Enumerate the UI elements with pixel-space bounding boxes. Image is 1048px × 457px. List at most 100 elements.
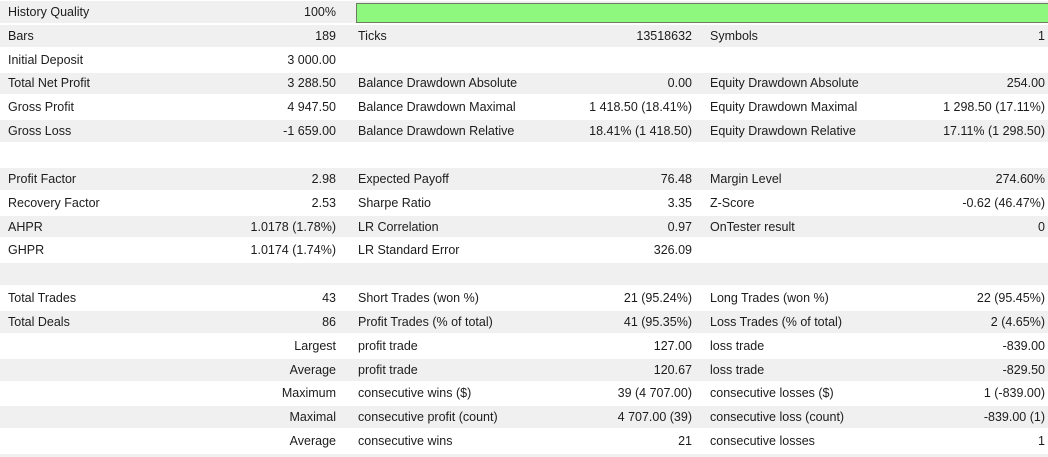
metric-label: Recovery Factor (8, 195, 100, 210)
metric-label: Gross Loss (8, 124, 72, 139)
metric-value: 1.0178 (1.78%) (250, 219, 336, 234)
metric-value: 2.98 (311, 171, 336, 186)
metric-value: 1 (1038, 28, 1045, 43)
table-row: GHPR 1.0174 (1.74%) LR Standard Error 326.0… (0, 238, 1048, 262)
metric-label: GHPR (8, 243, 45, 258)
metric-value: 0 (1038, 219, 1045, 234)
metric-value: 3 288.50 (287, 76, 336, 91)
metric-value: Average (289, 362, 336, 377)
metric-value: 1 298.50 (17.11%) (943, 100, 1045, 115)
metric-value: 0.97 (667, 219, 692, 234)
table-row: Maximal consecutive profit (count) 4 707.0… (0, 405, 1048, 430)
table-row: Bars 189 Ticks 13518632 Symbols 1 (0, 23, 1048, 48)
metric-label: consecutive losses ($) (710, 386, 834, 401)
table-row: Total Trades 43 Short Trades (won %) 21 (95… (0, 286, 1048, 310)
table-row: Profit Factor 2.98 Expected Payoff 76.48 Mar… (0, 166, 1048, 191)
history-quality-bar (356, 3, 1048, 23)
metric-label: consecutive wins ($) (358, 386, 472, 401)
metric-value: Maximum (281, 386, 336, 401)
metric-label: Short Trades (won %) (358, 291, 479, 306)
metric-label: Ticks (358, 28, 387, 43)
table-row: Total Deals 86 Profit Trades (% of total) 4… (0, 309, 1048, 334)
table-row: History Quality 100% (0, 0, 1048, 24)
metric-label: LR Standard Error (358, 243, 460, 258)
table-row: Recovery Factor 2.53 Sharpe Ratio 3.35 Z-Sco… (0, 191, 1048, 215)
metric-label: Long Trades (won %) (710, 291, 829, 306)
metric-label: Total Deals (8, 314, 70, 329)
metric-value: 86 (322, 314, 336, 329)
metric-label: Equity Drawdown Absolute (710, 76, 859, 91)
metric-label: Total Trades (8, 291, 77, 306)
metric-value: -1 659.00 (283, 124, 336, 139)
metric-label: Margin Level (710, 171, 782, 186)
metric-label: Balance Drawdown Relative (358, 124, 515, 139)
metric-label: profit trade (358, 362, 418, 377)
table-row: Gross Loss -1 659.00 Balance Drawdown Rela… (0, 119, 1048, 144)
metric-value: -829.50 (1002, 362, 1045, 377)
table-row: Average profit trade 120.67 loss trade -829.… (0, 357, 1048, 382)
metric-value: 2 (4.65%) (990, 314, 1045, 329)
metric-value: Largest (294, 338, 336, 353)
metric-value: 326.09 (653, 243, 692, 258)
table-row (0, 262, 1048, 287)
metric-value: 120.67 (653, 362, 692, 377)
metric-value: 4 707.00 (39) (617, 410, 692, 425)
metric-label: Balance Drawdown Absolute (358, 76, 518, 91)
metric-value: 1 (-839.00) (983, 386, 1045, 401)
metric-label: loss trade (710, 338, 765, 353)
table-row: Total Net Profit 3 288.50 Balance Drawdown… (0, 71, 1048, 96)
metric-value: 1 (1038, 434, 1045, 449)
metric-value: 22 (95.45%) (976, 291, 1045, 306)
metric-value: -839.00 (1002, 338, 1045, 353)
metric-label: OnTester result (710, 219, 795, 234)
metric-label: Total Net Profit (8, 76, 90, 91)
metric-value: 17.11% (1 298.50) (943, 124, 1045, 139)
metric-value: 0.00 (667, 76, 692, 91)
metric-value: 41 (95.35%) (623, 314, 692, 329)
metric-label: Symbols (710, 28, 758, 43)
metric-value: 18.41% (1 418.50) (589, 124, 692, 139)
metric-label: Loss Trades (% of total) (710, 314, 843, 329)
metric-value: 254.00 (1006, 76, 1045, 91)
metric-label: Balance Drawdown Maximal (358, 100, 516, 115)
table-row: Initial Deposit 3 000.00 (0, 48, 1048, 72)
metric-label: LR Correlation (358, 219, 439, 234)
metric-label: consecutive losses (710, 434, 815, 449)
table-row: Average consecutive wins 21 consecutive los… (0, 429, 1048, 453)
metric-label: Expected Payoff (358, 171, 449, 186)
metric-label: Equity Drawdown Relative (710, 124, 856, 139)
metric-value: 274.60% (995, 171, 1045, 186)
table-row (0, 143, 1048, 167)
metric-value: 76.48 (660, 171, 692, 186)
metric-value: 21 (95.24%) (623, 291, 692, 306)
table-row: AHPR 1.0178 (1.78%) LR Correlation 0.97 OnTe… (0, 214, 1048, 239)
table-row (0, 453, 1048, 457)
metric-value: 1.0174 (1.74%) (250, 243, 336, 258)
metric-value: 43 (322, 291, 336, 306)
metric-label: Z-Score (710, 195, 755, 210)
table-row: Largest profit trade 127.00 loss trade -839.… (0, 334, 1048, 358)
metric-value: Maximal (289, 410, 336, 425)
metric-value: -839.00 (1) (983, 410, 1045, 425)
metric-value: 100% (304, 4, 336, 19)
metric-label: consecutive profit (count) (358, 410, 498, 425)
metric-label: Gross Profit (8, 100, 74, 115)
metric-label: Sharpe Ratio (358, 195, 431, 210)
metric-label: consecutive wins (358, 434, 453, 449)
metric-label: loss trade (710, 362, 765, 377)
metric-value: 13518632 (636, 28, 692, 43)
metric-value: 1 418.50 (18.41%) (589, 100, 692, 115)
metric-label: Profit Factor (8, 171, 77, 186)
metric-label: Initial Deposit (8, 52, 84, 67)
metric-value: 189 (315, 28, 336, 43)
metric-label: AHPR (8, 219, 43, 234)
metric-value: -0.62 (46.47%) (962, 195, 1045, 210)
metric-label: Bars (8, 28, 34, 43)
metric-value: 127.00 (653, 338, 692, 353)
metric-value: 3.35 (667, 195, 692, 210)
metric-value: 39 (4 707.00) (617, 386, 692, 401)
metric-value: Average (289, 434, 336, 449)
metric-value: 3 000.00 (287, 52, 336, 67)
